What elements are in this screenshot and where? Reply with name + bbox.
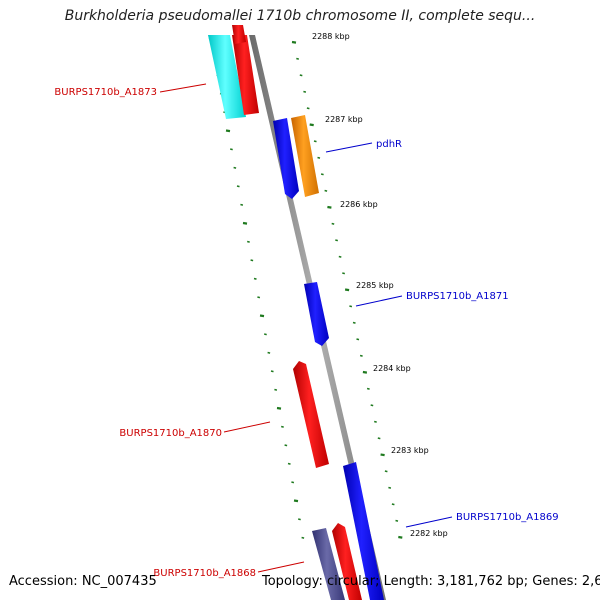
gene-label-a1873[interactable]: BURPS1710b_A1873: [54, 87, 157, 98]
inner-ruler-tick: [264, 333, 267, 336]
outer-ruler-tick: [327, 205, 332, 209]
outer-ruler-tick: [296, 57, 299, 60]
gene-label-a1870[interactable]: BURPS1710b_A1870: [119, 428, 222, 439]
inner-ruler-tick: [236, 185, 240, 188]
inner-ruler-tick: [276, 406, 282, 410]
ruler-label-2288: 2288 kbp: [312, 32, 350, 41]
inner-ruler-tick: [274, 388, 278, 391]
leader-line-a1870: [223, 421, 271, 433]
outer-ruler-tick: [374, 420, 377, 423]
accession-text: Accession: NC_007435: [9, 574, 157, 589]
outer-ruler-tick: [377, 437, 381, 440]
feature-cyan[interactable]: [208, 35, 246, 119]
leader-line-a1873: [159, 83, 207, 93]
outer-ruler-tick: [320, 173, 324, 176]
outer-ruler-tick: [309, 123, 314, 127]
gene-pdhr[interactable]: [291, 115, 319, 197]
outer-ruler-tick: [299, 74, 303, 77]
outer-ruler-tick: [313, 140, 317, 143]
outer-ruler-tick: [335, 239, 338, 242]
inner-ruler-tick: [250, 259, 254, 262]
outer-ruler-tick: [331, 222, 335, 225]
inner-ruler-tick: [230, 148, 233, 151]
outer-ruler-tick: [380, 453, 385, 457]
inner-ruler-tick: [281, 425, 284, 428]
leader-line-a1868: [257, 561, 305, 573]
inner-ruler-tick: [259, 314, 265, 318]
ruler-label-2287: 2287 kbp: [325, 115, 363, 124]
gene-pdhr-partner[interactable]: [273, 118, 299, 199]
outer-ruler-tick: [395, 519, 399, 522]
leader-line-a1871: [355, 295, 403, 307]
gene-top-fragment[interactable]: [232, 25, 246, 44]
inner-ruler-tick: [242, 221, 248, 225]
outer-ruler-tick: [356, 338, 360, 341]
outer-ruler-tick: [342, 272, 345, 275]
inner-ruler-tick: [257, 296, 261, 299]
outer-ruler-tick: [359, 354, 363, 357]
outer-ruler-tick: [303, 90, 307, 93]
gene-label-a1868[interactable]: BURPS1710b_A1868: [153, 568, 256, 579]
outer-ruler-tick: [366, 387, 370, 390]
gene-burps1710b-a1873[interactable]: [232, 35, 259, 115]
outer-ruler-tick: [324, 189, 328, 192]
ruler-label-2283: 2283 kbp: [391, 446, 429, 455]
leader-line-pdhr: [325, 142, 373, 153]
outer-ruler-tick: [317, 156, 321, 159]
outer-ruler-tick: [398, 535, 403, 539]
ruler-ticks-inner: [208, 36, 305, 539]
ruler-ticks-outer: [291, 40, 403, 539]
outer-ruler-tick: [306, 107, 310, 110]
summary-text: Topology: circular; Length: 3,181,762 bp…: [262, 574, 600, 589]
inner-ruler-tick: [225, 129, 231, 133]
outer-ruler-tick: [391, 503, 395, 506]
outer-ruler-tick: [349, 305, 353, 308]
inner-ruler-tick: [284, 444, 288, 447]
gene-dark-feature[interactable]: [312, 528, 345, 600]
gene-burps1710b-a1871[interactable]: [304, 282, 329, 346]
outer-ruler-tick: [370, 404, 374, 407]
inner-ruler-tick: [267, 351, 271, 354]
inner-ruler-tick: [301, 536, 305, 539]
inner-ruler-tick: [270, 370, 274, 373]
outer-ruler-tick: [291, 40, 297, 44]
inner-ruler-tick: [293, 499, 299, 503]
leader-line-a1869: [405, 516, 453, 528]
outer-ruler-tick: [338, 255, 342, 258]
inner-ruler-tick: [247, 240, 250, 243]
gene-label-a1869[interactable]: BURPS1710b_A1869: [456, 512, 559, 523]
map-title: Burkholderia pseudomallei 1710b chromoso…: [64, 8, 536, 24]
inner-ruler-tick: [291, 481, 295, 484]
inner-ruler-tick: [253, 277, 257, 280]
inner-ruler-tick: [233, 166, 237, 169]
inner-ruler-tick: [298, 518, 301, 521]
gene-label-a1871[interactable]: BURPS1710b_A1871: [406, 291, 509, 302]
inner-ruler-tick: [287, 462, 291, 465]
outer-ruler-tick: [362, 370, 368, 374]
ruler-label-2282: 2282 kbp: [410, 529, 448, 538]
gene-burps1710b-a1868[interactable]: [332, 523, 362, 600]
gene-burps1710b-a1870[interactable]: [293, 361, 329, 468]
outer-ruler-tick: [352, 321, 356, 324]
inner-ruler-tick: [240, 203, 244, 206]
ruler-label-2285: 2285 kbp: [356, 281, 394, 290]
gene-burps1710b-a1869[interactable]: [343, 462, 384, 600]
ruler-label-2284: 2284 kbp: [373, 364, 411, 373]
gene-label-pdhr[interactable]: pdhR: [376, 139, 402, 150]
outer-ruler-tick: [344, 288, 350, 292]
outer-ruler-tick: [384, 470, 388, 473]
outer-ruler-tick: [388, 486, 392, 489]
ruler-label-2286: 2286 kbp: [340, 200, 378, 209]
